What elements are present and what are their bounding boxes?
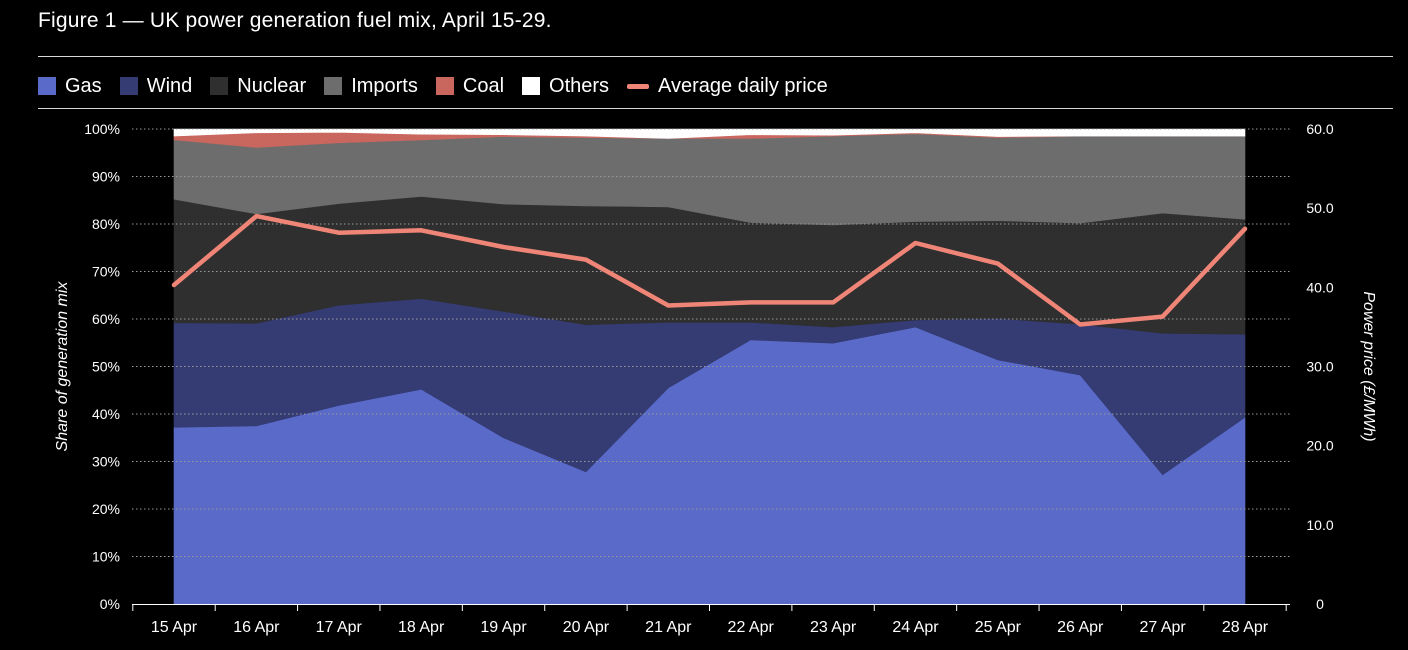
legend-item-others: Others	[522, 75, 609, 98]
legend-swatch-price	[627, 83, 650, 89]
y-tick-label: 0%	[100, 596, 120, 612]
y-tick-label: 60%	[92, 311, 120, 327]
y2-tick-label: 50.0	[1306, 200, 1333, 216]
y-tick-label: 50%	[92, 359, 120, 375]
legend-divider	[38, 108, 1393, 109]
y-tick-label: 90%	[92, 169, 120, 185]
legend-swatch-imports	[324, 77, 343, 95]
legend-label-wind: Wind	[146, 74, 193, 97]
legend-label-others: Others	[549, 74, 610, 97]
legend-item-coal: Coal	[435, 74, 505, 98]
y2-tick-label: 30.0	[1306, 359, 1333, 375]
y-tick-label: 20%	[92, 501, 120, 517]
x-tick-label: 28 Apr	[1222, 619, 1269, 636]
legend-swatch-coal	[435, 77, 454, 95]
x-tick-label: 21 Apr	[645, 619, 692, 636]
legend-label-imports: Imports	[351, 74, 418, 97]
x-tick-label: 24 Apr	[892, 619, 939, 636]
price-line	[171, 213, 1248, 327]
legend-item-imports: Imports	[324, 75, 418, 98]
y2-tick-label: 60.0	[1306, 121, 1333, 137]
x-tick-label: 25 Apr	[975, 619, 1022, 636]
y2-tick-label: 10.0	[1306, 517, 1333, 533]
y2-axis-title: Power price (£/MWh)	[1360, 291, 1377, 441]
x-tick-label: 16 Apr	[233, 619, 280, 636]
y-tick-label: 70%	[92, 264, 120, 280]
y2-tick-label: 20.0	[1306, 438, 1333, 454]
x-tick-label: 26 Apr	[1057, 619, 1104, 636]
legend-swatch-gas	[38, 77, 56, 95]
y2-tick-label: 0	[1316, 596, 1324, 612]
legend: Gas Wind Nuclear Imports Coal Others Average d…	[38, 71, 846, 101]
area-others	[173, 128, 1246, 139]
y-axis-title: Share of generation mix	[54, 281, 71, 452]
legend-item-price: Average daily price	[627, 75, 828, 98]
x-tick-label: 27 Apr	[1139, 619, 1186, 636]
x-tick-label: 19 Apr	[480, 619, 527, 636]
legend-label-coal: Coal	[462, 74, 505, 97]
legend-label-gas: Gas	[65, 74, 102, 97]
y-tick-label: 30%	[92, 454, 120, 470]
y-tick-label: 40%	[92, 406, 120, 422]
y-tick-label: 10%	[92, 549, 120, 565]
x-tick-label: 22 Apr	[728, 619, 775, 636]
legend-swatch-wind	[119, 77, 138, 95]
chart-title: Figure 1 — UK power generation fuel mix,…	[38, 9, 552, 32]
legend-swatch-nuclear	[210, 77, 229, 95]
legend-item-nuclear: Nuclear	[210, 75, 306, 98]
y-tick-label: 80%	[92, 216, 120, 232]
top-divider	[38, 56, 1393, 57]
y-tick-label: 100%	[84, 121, 120, 137]
x-tick-label: 23 Apr	[810, 619, 857, 636]
x-tick-label: 20 Apr	[563, 619, 610, 636]
legend-label-nuclear: Nuclear	[237, 74, 307, 97]
x-tick-label: 15 Apr	[151, 619, 198, 636]
x-tick-label: 18 Apr	[398, 619, 445, 636]
legend-item-wind: Wind	[119, 74, 193, 98]
legend-item-gas: Gas	[38, 75, 102, 98]
x-tick-label: 17 Apr	[316, 619, 363, 636]
legend-swatch-others	[522, 77, 541, 95]
legend-label-price: Average daily price	[658, 74, 828, 97]
y2-tick-label: 40.0	[1306, 279, 1333, 295]
